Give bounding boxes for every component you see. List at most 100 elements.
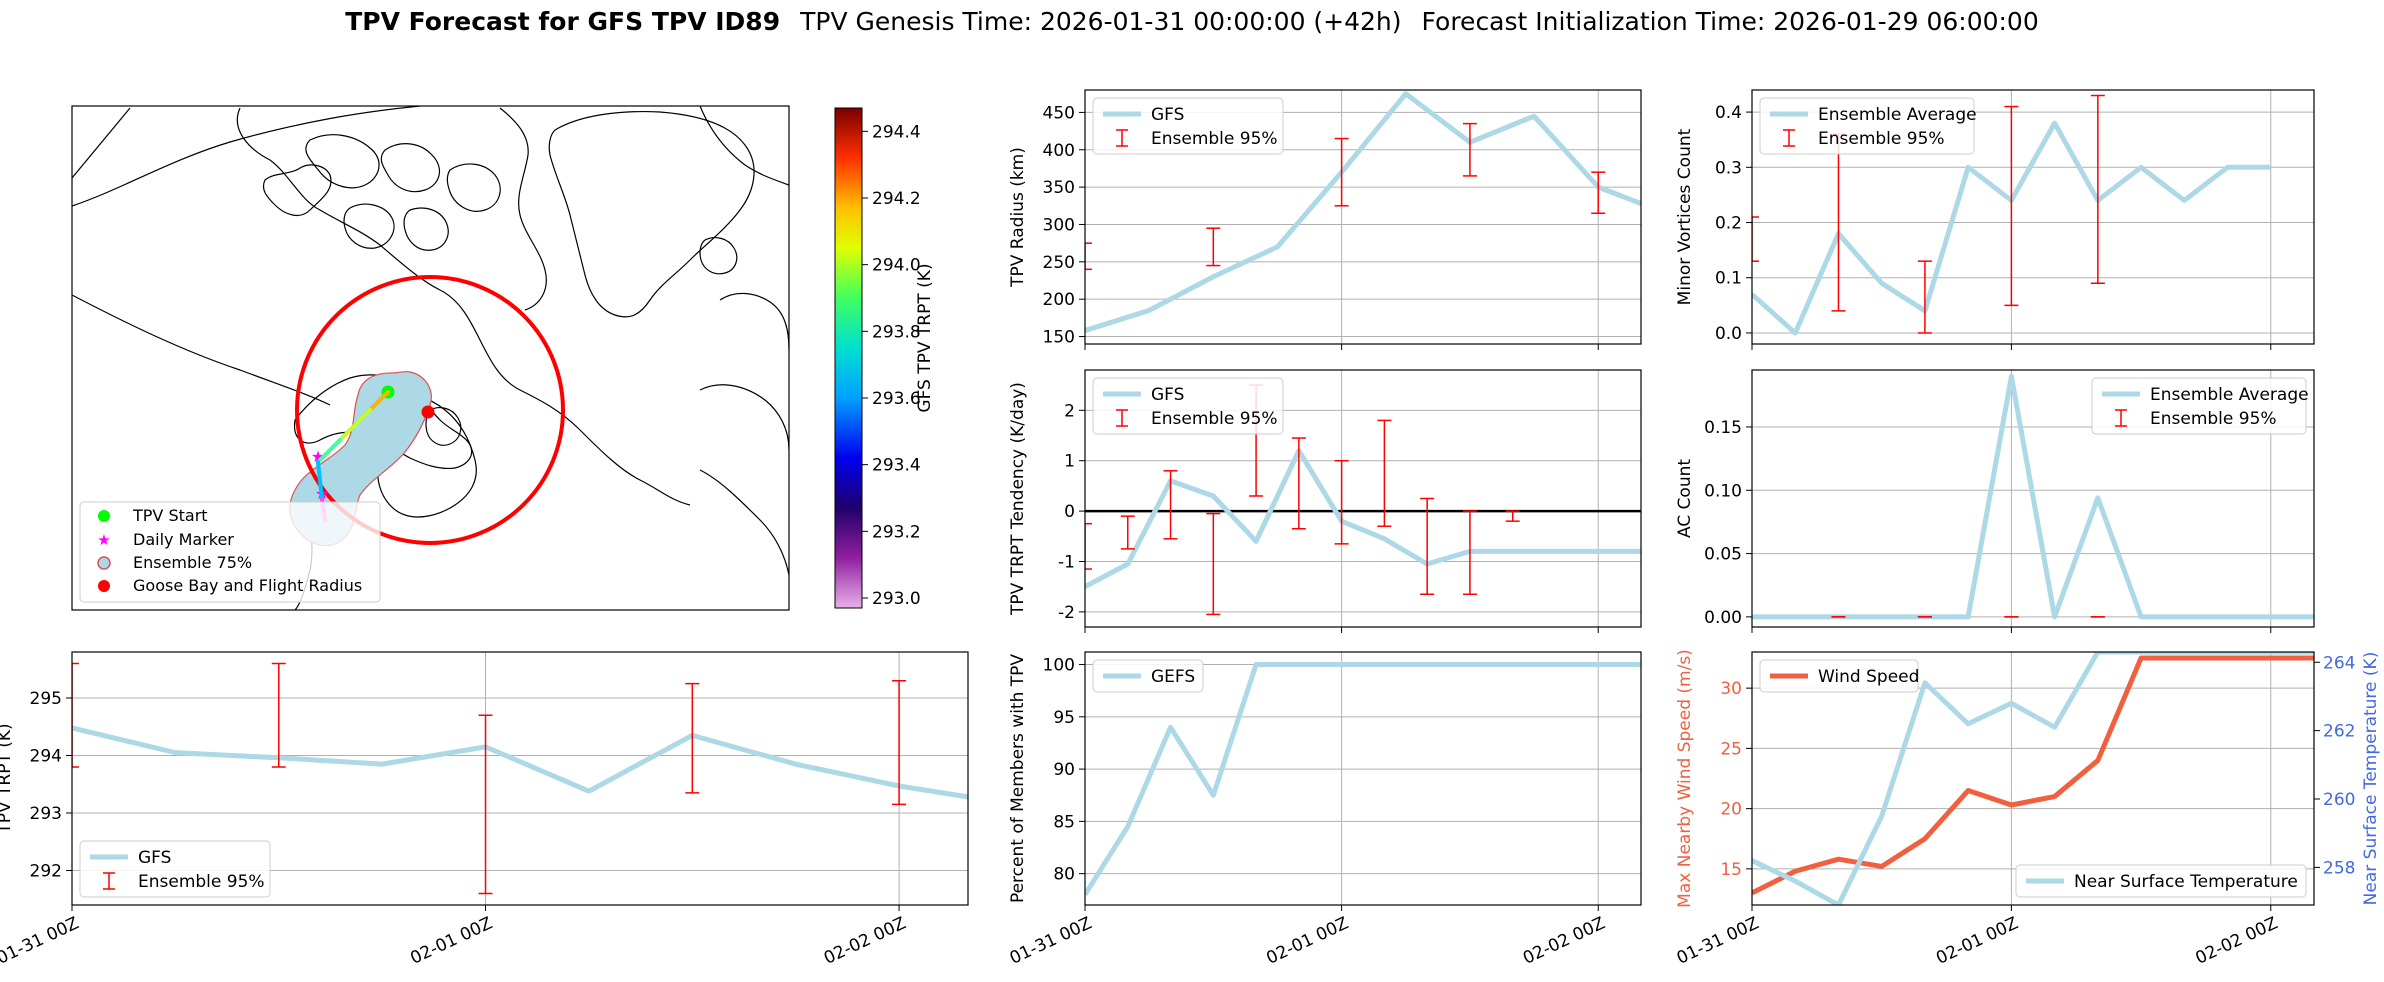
legend-goose-label: Goose Bay and Flight Radius <box>133 576 362 595</box>
y-tick-label: 292 <box>30 862 62 882</box>
y-tick-label: 0.4 <box>1715 103 1742 123</box>
x-tick-label: 02-02 00Z <box>821 913 909 968</box>
coastline-iberia <box>699 469 789 576</box>
y-tick-label: -2 <box>1058 603 1075 623</box>
legend-percent: GEFS <box>1092 659 1204 693</box>
legend-label-errorbar: Ensemble 95% <box>1151 129 1278 149</box>
x-tick-label: 02-02 00Z <box>1520 913 1608 968</box>
axes-frame <box>1751 369 2315 628</box>
y-axis-label: Percent of Members with TPV <box>1008 654 1028 903</box>
errorbar <box>1206 512 1221 616</box>
plot-area-minor <box>1752 94 2271 336</box>
x-tick-label: 02-01 00Z <box>407 913 495 968</box>
chart-percent: 80 85 90 95 100 01-31 00Z 02-01 00Z 02-02 00Z Pe… <box>1007 651 1642 969</box>
colorbar-tick-label: 293.2 <box>872 522 921 542</box>
chart-radius: 150 200 250 300 350 400 450 TPV Radius (km) GFS E… <box>1008 89 1642 350</box>
track-segment-3 <box>316 460 324 501</box>
y-tick-label: 80 <box>1053 865 1075 885</box>
legend-goose-icon <box>98 580 110 592</box>
y-tick-label: 20 <box>1720 800 1742 820</box>
legend-label-errorbar: Ensemble 95% <box>2150 409 2277 429</box>
island-5 <box>403 207 449 251</box>
errorbar <box>1591 171 1606 215</box>
legend-label-series: GFS <box>1151 105 1184 125</box>
errorbar <box>478 714 493 895</box>
legend-start-icon <box>98 510 110 522</box>
colorbar-tick-label: 293.0 <box>872 589 921 609</box>
y-tick-label: 90 <box>1053 760 1075 780</box>
errorbar <box>1085 522 1092 570</box>
errorbar <box>271 662 286 768</box>
legend-box-wind <box>1759 659 1919 693</box>
y-tick-label: 85 <box>1053 812 1075 832</box>
colorbar-tick-label: 293.8 <box>872 322 921 342</box>
title-genesis: TPV Genesis Time: 2026-01-31 00:00:00 (+… <box>799 7 1401 36</box>
chart-minor: 0.0 0.1 0.2 0.3 0.4 Minor Vortices Count Ensem… <box>1675 89 2315 350</box>
series-line-ensemble-average <box>1752 373 2314 620</box>
series-line-gfs <box>1085 91 1641 333</box>
y-tick-label: 100 <box>1043 656 1075 676</box>
border-line <box>72 107 131 179</box>
colorbar-label: GFS TPV TRPT (K) <box>915 263 935 412</box>
legend-ensemble-label: Ensemble 75% <box>133 553 252 572</box>
island-1 <box>262 164 332 217</box>
errorbar <box>1462 122 1477 177</box>
legend-label-series: GFS <box>138 848 171 868</box>
errorbar <box>1505 510 1520 522</box>
map-legend-box <box>79 501 381 603</box>
legend-label-temp: Near Surface Temperature <box>2074 872 2298 892</box>
coastline-greenland <box>548 111 755 318</box>
y-axis-label: Minor Vortices Count <box>1675 128 1695 305</box>
map-panel: ★ ★ TPV Start ★ Daily Marker Ensemble 75… <box>71 105 935 611</box>
y-tick-label: 0.1 <box>1715 269 1742 289</box>
axes-frame <box>71 651 969 906</box>
island-4 <box>343 203 395 249</box>
colorbar-tick-label: 293.6 <box>872 389 921 409</box>
y-tick-label: 1 <box>1064 452 1075 472</box>
y-tick-label: 0.3 <box>1715 158 1742 178</box>
legend-radius: GFS Ensemble 95% <box>1092 97 1284 155</box>
y-tick-label: 95 <box>1053 708 1075 728</box>
y-tick-label: 294 <box>30 747 62 767</box>
y-tick-label: -1 <box>1058 552 1075 572</box>
legend-daily-label: Daily Marker <box>133 530 234 549</box>
errorbar <box>1120 515 1135 550</box>
coastline-newfoundland <box>425 407 462 446</box>
y-tick-label: 293 <box>30 804 62 824</box>
errorbar <box>1334 459 1349 545</box>
legend-label-series: GFS <box>1151 385 1184 405</box>
legend-ensemble-icon <box>97 556 111 570</box>
coastline-baffin <box>499 107 547 311</box>
coastline-europe <box>699 384 789 451</box>
y-tick-label: 15 <box>1720 860 1742 880</box>
coastline-norway <box>699 106 789 186</box>
map-coastlines <box>72 106 789 610</box>
track-segment-0 <box>368 390 390 412</box>
y2-axis-label: Near Surface Temperature (K) <box>2361 652 2381 906</box>
legend-start-label: TPV Start <box>132 506 208 525</box>
errorbar <box>892 680 907 806</box>
legend-box-temp <box>2015 864 2307 898</box>
island-3 <box>380 143 441 193</box>
axes-frame <box>1751 651 2315 906</box>
plot-area-percent <box>1085 662 1641 896</box>
flight-radius-ring <box>295 275 565 545</box>
colorbar-gradient <box>834 107 863 609</box>
legend-label-errorbar: Ensemble 95% <box>1818 129 1945 149</box>
legend-box <box>2091 377 2307 435</box>
plot-area-tendency <box>1085 384 1641 616</box>
errorbar <box>1085 242 1092 271</box>
y2-tick-label: 260 <box>2323 790 2355 810</box>
track-segment-2 <box>316 438 342 464</box>
map-legend: TPV Start ★ Daily Marker Ensemble 75% Go… <box>79 501 381 603</box>
y-tick-label: 450 <box>1043 103 1075 123</box>
plot-area-trpt <box>72 662 968 895</box>
title-init: Forecast Initialization Time: 2026-01-29… <box>1422 7 2039 36</box>
island-2 <box>305 134 380 189</box>
y-tick-label: 295 <box>30 689 62 709</box>
errorbar <box>1206 227 1221 267</box>
daily-marker-1: ★ <box>311 447 325 466</box>
errorbar <box>1752 216 1759 262</box>
plot-area-ac <box>1752 373 2314 620</box>
